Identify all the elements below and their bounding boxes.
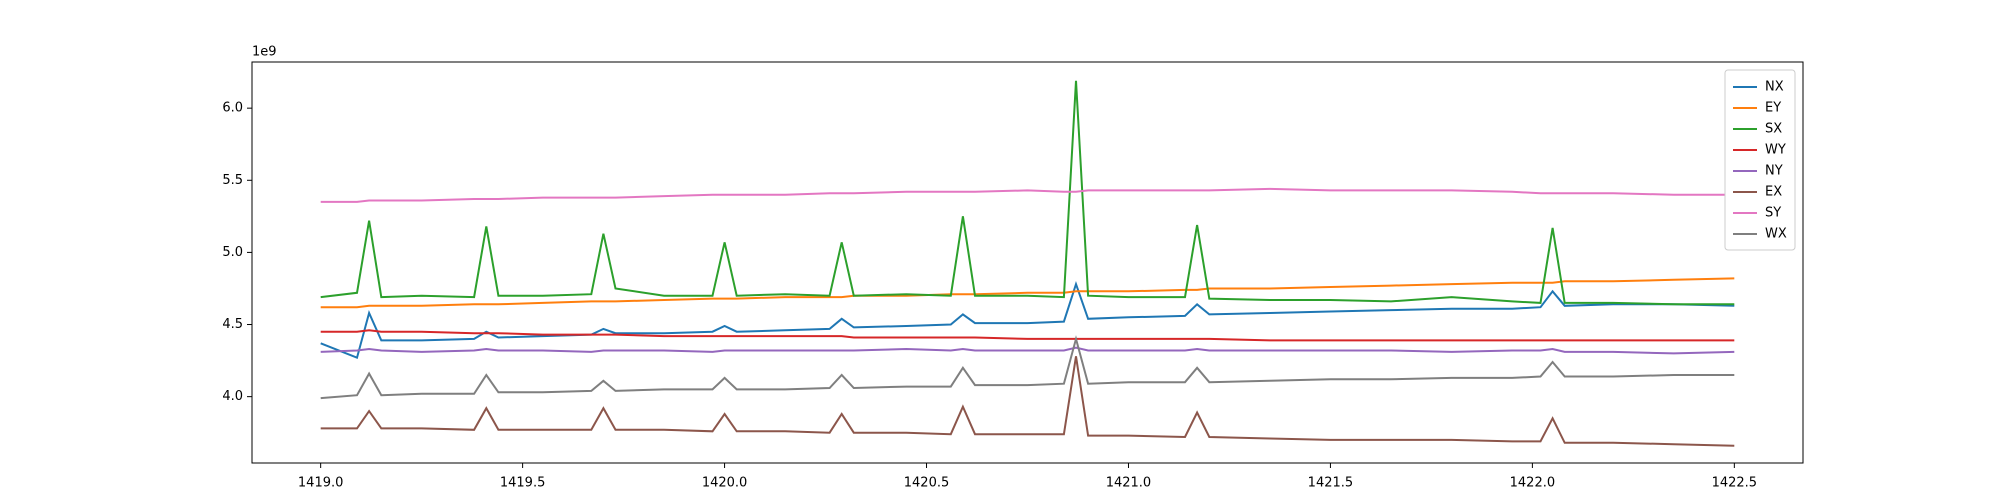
y-tick-label: 6.0 [222, 101, 243, 116]
legend-label: WY [1765, 143, 1786, 158]
series-line [320, 356, 1735, 447]
x-tick-label: 1422.0 [1510, 476, 1556, 491]
y-tick-label: 5.0 [222, 245, 243, 260]
legend-label: SY [1765, 206, 1781, 221]
x-tick-label: 1422.5 [1712, 476, 1758, 491]
x-tick-label: 1419.0 [298, 476, 344, 491]
series-line [320, 329, 1735, 342]
legend-label: WX [1765, 227, 1787, 242]
x-tick-label: 1420.5 [904, 476, 950, 491]
legend-box [1724, 69, 1796, 251]
series-line [320, 335, 1735, 400]
legend: NX EY SX WY NY EX SY WX [1724, 69, 1796, 251]
legend-label: NX [1765, 80, 1784, 95]
legend-label: NY [1765, 164, 1783, 179]
offset-label: 1e9 [252, 45, 277, 60]
legend-label: EY [1765, 101, 1781, 116]
series-line [320, 80, 1735, 306]
series-line [320, 187, 1735, 203]
plot-frame [251, 61, 1804, 464]
y-tick-label: 4.5 [222, 317, 243, 332]
legend-label: SX [1765, 122, 1782, 137]
series-line [320, 280, 1735, 360]
y-tick-label: 4.0 [222, 389, 243, 404]
series-line [320, 346, 1735, 355]
y-tick-label: 5.5 [222, 173, 243, 188]
legend-label: EX [1765, 185, 1782, 200]
x-tick-label: 1419.5 [500, 476, 546, 491]
x-tick-label: 1420.0 [702, 476, 748, 491]
x-tick-label: 1421.5 [1308, 476, 1354, 491]
x-tick-label: 1421.0 [1106, 476, 1152, 491]
